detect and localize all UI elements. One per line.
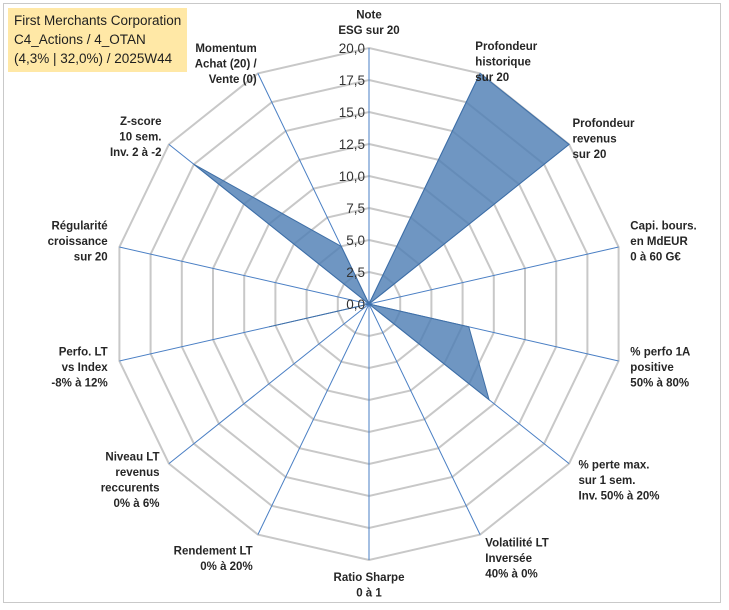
- radial-tick-labels: 0,0 2,5 5,0 7,5 10,0 12,5 15,0 17,5 20,0: [339, 41, 365, 312]
- axis-label-line: vs Index: [62, 362, 109, 374]
- axis-label-line: Rendement LT: [174, 545, 253, 557]
- axis-label-line: 0 à 60 G€: [630, 252, 681, 264]
- tick-label: 7,5: [346, 201, 365, 216]
- axis-label: Momentum Achat (20) / Vente (0): [195, 43, 258, 86]
- tick-label: 17,5: [339, 73, 365, 88]
- radar-series: [193, 72, 570, 402]
- axis-label: % perte max. sur 1 sem. Inv. 50% à 20%: [579, 459, 660, 502]
- axis-label-line: % perfo 1A: [630, 346, 690, 358]
- axis-label: Z-score 10 sem. Inv. 2 à -2: [110, 116, 162, 159]
- axis-label-line: historique: [475, 57, 531, 69]
- axis-label-line: sur 20: [74, 252, 108, 264]
- axis-label-line: Profondeur: [475, 41, 537, 53]
- tick-label: 10,0: [339, 169, 365, 184]
- axis-label-line: Perfo. LT: [59, 346, 108, 358]
- axis-label-line: sur 1 sem.: [579, 475, 636, 487]
- spoke-line: [119, 246, 370, 305]
- axis-label-line: 0 à 1: [356, 588, 382, 600]
- axis-label-line: Niveau LT: [105, 452, 159, 464]
- axis-label: Ratio Sharpe 0 à 1: [334, 572, 405, 600]
- chart-title-box: First Merchants Corporation C4_Actions /…: [8, 8, 188, 72]
- axis-label-line: ESG sur 20: [338, 25, 399, 37]
- axis-label: Volatilité LT Inversée 40% à 0%: [485, 538, 548, 581]
- axis-label-line: reccurents: [101, 483, 160, 495]
- spoke-line: [257, 303, 370, 535]
- axis-label-line: sur 20: [573, 149, 607, 161]
- axis-label: Régularité croissance sur 20: [48, 221, 108, 264]
- tick-label: 2,5: [346, 265, 365, 280]
- axis-label: Profondeur historique sur 20: [475, 41, 537, 84]
- axis-label-line: 0% à 20%: [200, 561, 252, 573]
- axis-label-line: Inv. 50% à 20%: [579, 490, 660, 502]
- title-category: C4_Actions / 4_OTAN: [14, 32, 146, 47]
- axis-label-line: positive: [630, 362, 673, 374]
- series-area: [193, 72, 570, 402]
- axis-label: Capi. bours. en MdEUR 0 à 60 G€: [630, 221, 696, 264]
- axis-labels: Note ESG sur 20 Profondeur historique sur 20…: [48, 10, 697, 600]
- axis-label-line: 40% à 0%: [485, 569, 537, 581]
- axis-label-line: Momentum: [195, 43, 256, 55]
- axis-label-line: Inv. 2 à -2: [110, 147, 162, 159]
- axis-label-line: Inversée: [485, 553, 532, 565]
- axis-label-line: Achat (20) /: [195, 59, 258, 71]
- axis-label-line: 10 sem.: [119, 132, 161, 144]
- axis-label-line: revenus: [115, 467, 159, 479]
- spoke-line: [368, 246, 619, 305]
- axis-label-line: % perte max.: [579, 459, 650, 471]
- axis-label-line: revenus: [573, 134, 617, 146]
- tick-label: 5,0: [346, 233, 365, 248]
- axis-label-line: Ratio Sharpe: [334, 572, 405, 584]
- chart-frame: [3, 3, 721, 603]
- axis-label: % perfo 1A positive 50% à 80%: [630, 346, 690, 389]
- axis-label-line: sur 20: [475, 72, 509, 84]
- spoke-line: [168, 303, 370, 464]
- axis-label: Note ESG sur 20: [338, 10, 399, 38]
- axis-label-line: en MdEUR: [630, 236, 688, 248]
- axis-label-line: 0% à 6%: [113, 498, 159, 510]
- axis-label: Perfo. LT vs Index -8% à 12%: [51, 346, 108, 389]
- tick-label: 0,0: [346, 297, 365, 312]
- axis-label-line: -8% à 12%: [51, 377, 107, 389]
- axis-label-line: Z-score: [120, 116, 162, 128]
- axis-label: Rendement LT 0% à 20%: [174, 545, 253, 573]
- axis-label: Niveau LT revenus reccurents 0% à 6%: [101, 452, 160, 511]
- axis-label: Profondeur revenus sur 20: [573, 118, 635, 161]
- axis-label-line: Volatilité LT: [485, 538, 548, 550]
- axis-label-line: Note: [356, 10, 382, 22]
- axis-label-line: croissance: [48, 236, 108, 248]
- tick-label: 20,0: [339, 41, 365, 56]
- axis-label-line: Capi. bours.: [630, 221, 696, 233]
- title-stats: (4,3% | 32,0%) / 2025W44: [14, 51, 173, 66]
- tick-label: 15,0: [339, 105, 365, 120]
- axis-label-line: Vente (0): [209, 74, 257, 86]
- spoke-line: [368, 303, 481, 535]
- axis-label-line: 50% à 80%: [630, 377, 689, 389]
- tick-label: 12,5: [339, 137, 365, 152]
- axis-label-line: Régularité: [51, 221, 107, 233]
- axis-label-line: Profondeur: [573, 118, 635, 130]
- title-company: First Merchants Corporation: [14, 13, 182, 28]
